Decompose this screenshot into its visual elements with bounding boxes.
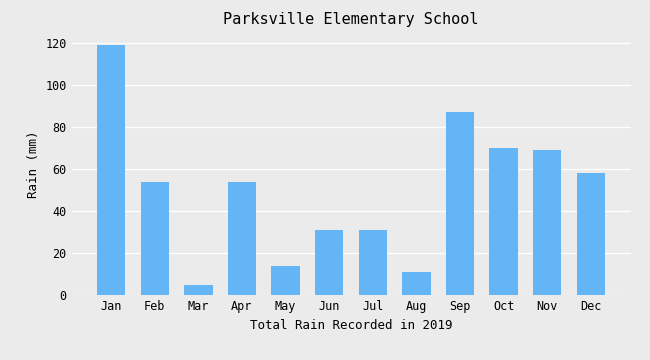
Bar [489, 148, 518, 295]
Bar [359, 230, 387, 295]
Bar [446, 112, 474, 295]
Bar [402, 272, 430, 295]
Bar [272, 266, 300, 295]
Bar [533, 150, 562, 295]
Title: Parksville Elementary School: Parksville Elementary School [223, 12, 479, 27]
Y-axis label: Rain (mm): Rain (mm) [27, 130, 40, 198]
Bar [184, 285, 213, 295]
Bar [140, 182, 169, 295]
Bar [315, 230, 343, 295]
Bar [97, 45, 125, 295]
Bar [577, 173, 605, 295]
X-axis label: Total Rain Recorded in 2019: Total Rain Recorded in 2019 [250, 319, 452, 332]
Bar [227, 182, 256, 295]
